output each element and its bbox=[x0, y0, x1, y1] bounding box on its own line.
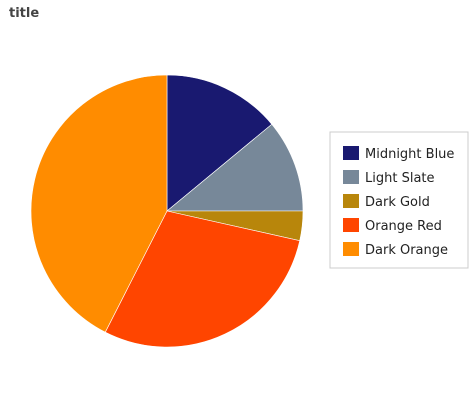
pie-slice-light-slate bbox=[166, 123, 304, 212]
legend-label: Midnight Blue bbox=[365, 147, 454, 162]
pie-slice-midnight-blue bbox=[166, 74, 273, 212]
legend-swatch bbox=[343, 146, 359, 160]
legend: Midnight Blue Light Slate Dark Gold Orange … bbox=[329, 131, 469, 269]
legend-label: Light Slate bbox=[365, 171, 435, 186]
legend-label: Dark Gold bbox=[365, 195, 430, 210]
legend-swatch bbox=[343, 242, 359, 256]
chart-title: title bbox=[9, 6, 40, 21]
pie-slices bbox=[30, 74, 304, 348]
legend-label: Dark Orange bbox=[365, 243, 448, 258]
legend-label: Orange Red bbox=[365, 219, 442, 234]
legend-swatch bbox=[343, 194, 359, 208]
pie-slice-orange-red bbox=[104, 210, 301, 348]
legend-swatch bbox=[343, 218, 359, 232]
legend-items: Midnight Blue Light Slate Dark Gold Orange … bbox=[343, 146, 454, 258]
pie-slice-dark-orange bbox=[30, 74, 168, 333]
legend-swatch bbox=[343, 170, 359, 184]
